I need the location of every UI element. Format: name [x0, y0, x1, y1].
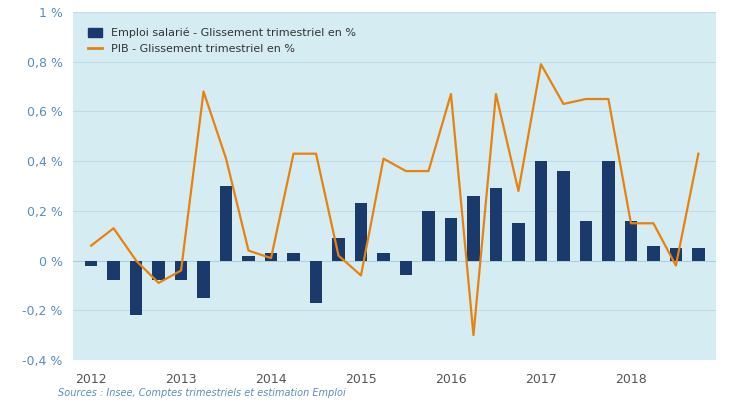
Bar [444, 218, 457, 260]
Bar [512, 223, 525, 260]
Bar [310, 260, 322, 303]
Bar [400, 260, 412, 276]
Bar [535, 161, 547, 260]
Bar [243, 256, 254, 260]
Bar [220, 186, 232, 260]
Bar [467, 196, 480, 260]
Bar [175, 260, 187, 280]
Bar [625, 221, 637, 260]
Bar [647, 246, 659, 260]
Bar [197, 260, 210, 298]
Bar [130, 260, 143, 315]
Bar [355, 203, 367, 260]
Bar [580, 221, 592, 260]
Bar [333, 238, 345, 260]
Bar [377, 253, 390, 260]
Bar [557, 171, 569, 260]
Bar [692, 248, 705, 260]
Bar [490, 188, 502, 260]
Bar [287, 253, 300, 260]
Bar [265, 253, 277, 260]
Bar [602, 161, 615, 260]
Bar [85, 260, 97, 266]
Bar [423, 211, 435, 260]
Bar [152, 260, 164, 280]
Legend: Emploi salarié - Glissement trimestriel en %, PIB - Glissement trimestriel en %: Emploi salarié - Glissement trimestriel … [85, 24, 359, 58]
Bar [670, 248, 682, 260]
Text: Sources : Insee, Comptes trimestriels et estimation Emploi: Sources : Insee, Comptes trimestriels et… [58, 388, 346, 398]
Bar [107, 260, 120, 280]
